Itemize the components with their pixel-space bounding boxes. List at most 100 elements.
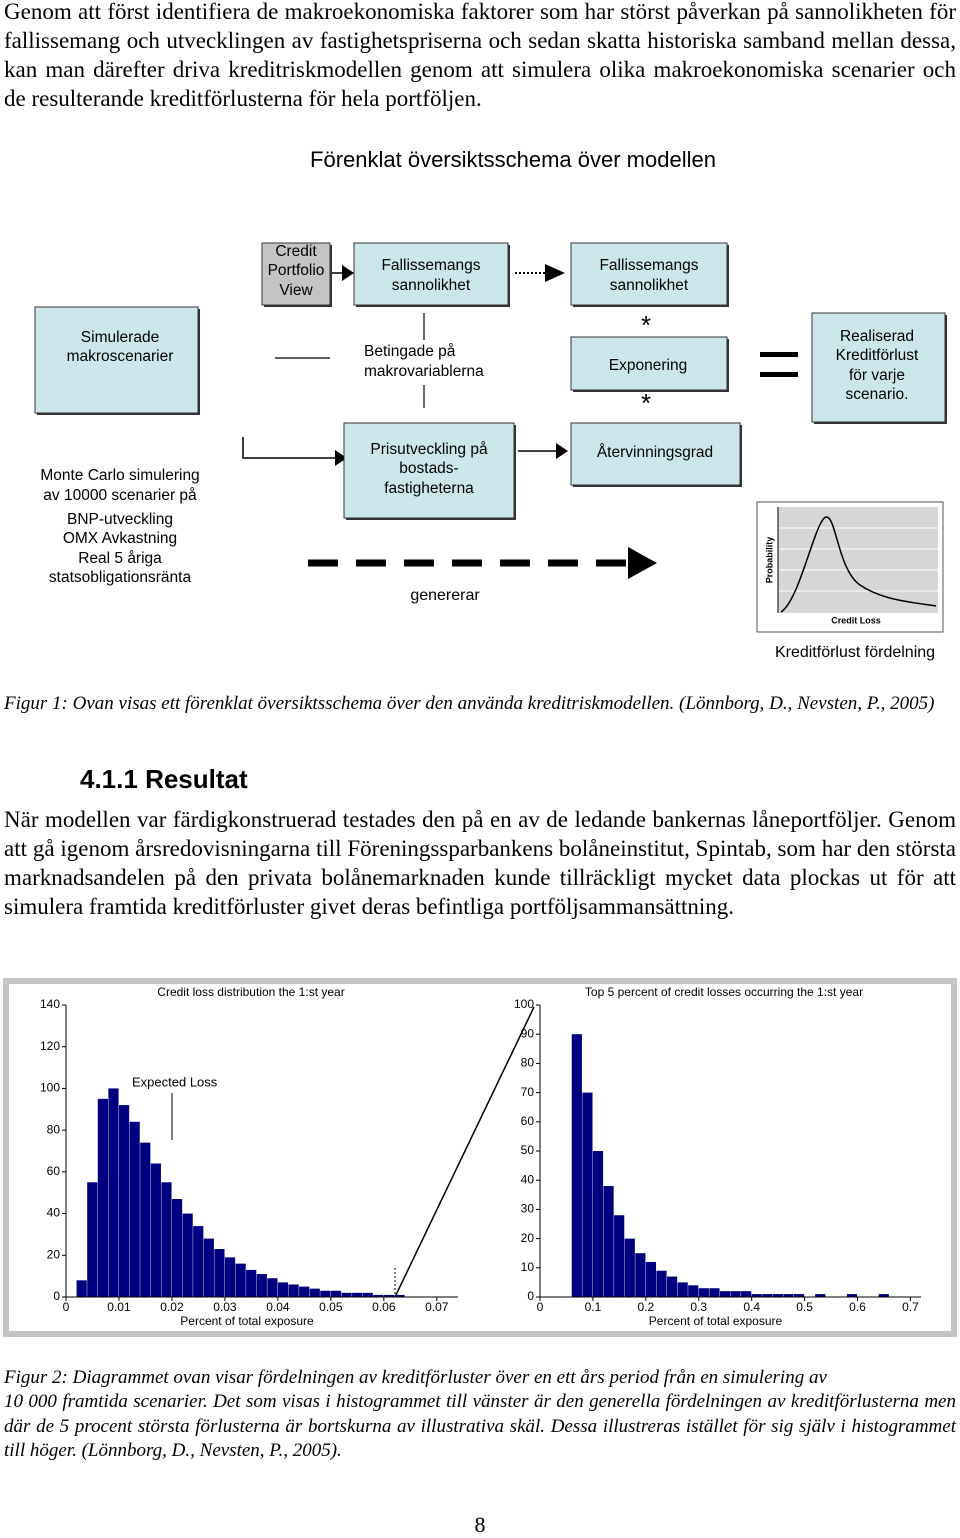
mini-grid [778,527,938,592]
mini-caption: Kreditförlust fördelning [775,644,935,661]
y-tick-label: 20 [47,1247,61,1261]
bar [203,1238,214,1297]
y-tick-label: 30 [521,1202,535,1216]
bar [150,1163,161,1297]
bar [667,1276,678,1297]
node-label: makrovariablerna [364,363,484,380]
node-box [343,422,515,519]
x-tick-label: 0.06 [372,1300,396,1314]
node-label: sannolikhet [392,277,471,294]
mini-plot [778,507,938,613]
y-tick-label: 60 [521,1114,535,1128]
equals [760,372,798,377]
bar [320,1290,331,1297]
x-tick-label: 0.7 [902,1300,919,1314]
bar [383,1294,395,1297]
y-tick-label: 40 [521,1172,535,1186]
node-label: av 10000 scenarier på [43,487,197,504]
bar [656,1270,667,1297]
node-label: Portfolio [268,262,325,279]
node-label: Exponering [609,357,687,374]
node-box [353,242,509,306]
x-tick-label: 0.02 [160,1300,184,1314]
diagram-title: Förenklat översiktsschema över modellen [310,147,716,172]
node-label: Simulerade [81,329,159,346]
arrow [242,437,335,459]
arrowhead [556,443,568,459]
bar [224,1257,236,1297]
bar [846,1294,858,1297]
bar [341,1292,352,1297]
x-tick-label: 0.04 [266,1300,290,1314]
y-tick-label: 90 [521,1026,535,1040]
figure-caption: Figur 2: Diagrammet ovan visar fördelnin… [4,1367,827,1388]
y-tick-label: 40 [47,1206,61,1220]
bar [762,1294,773,1297]
x-tick-label: 0.6 [849,1300,866,1314]
bar [624,1238,635,1297]
x-tick-label: 0 [63,1300,70,1314]
bar [330,1290,342,1297]
y-tick-label: 0 [527,1289,534,1303]
node-label: Real 5 åriga [78,550,162,567]
node-label: Betingade på [364,343,456,360]
section-heading: 4.1.1 Resultat [80,764,248,795]
bar [161,1182,172,1297]
equals [760,352,798,357]
bar [182,1213,193,1297]
node-label: statsobligationsränta [49,569,192,586]
node-label: Fallissemangs [599,257,698,274]
edge-label: genererar [410,587,480,604]
bar [815,1294,826,1297]
bar [645,1261,657,1297]
arrowhead [335,450,347,466]
y-tick-label: 60 [47,1164,61,1178]
mini-ylabel: Probability [764,537,774,584]
y-tick-label: 0 [53,1289,60,1303]
figure-caption: 10 000 framtida scenarier. Det som visas… [4,1391,956,1461]
x-tick-label: 0.07 [425,1300,449,1314]
paragraph: Genom att först identifiera de makroekon… [4,0,956,111]
operator: * [641,388,651,418]
bar [698,1288,709,1297]
section-number: 4.1.1 [80,764,138,794]
node-box [811,312,946,423]
bar [688,1285,699,1297]
node-label: scenario. [846,386,909,403]
x-tick-label: 0.5 [796,1300,813,1314]
x-tick-label: 0.4 [743,1300,760,1314]
node-label: bostads- [399,460,458,477]
bar [246,1269,257,1297]
bar [214,1249,225,1297]
chart-title: Top 5 percent of credit losses occurring… [585,985,863,999]
node-box [570,422,741,486]
bar [171,1198,183,1297]
node-label: sannolikhet [610,277,689,294]
x-tick-label: 0.2 [637,1300,654,1314]
x-tick-label: 0 [537,1300,544,1314]
bar [794,1294,805,1297]
bar [614,1215,625,1297]
x-tick-label: 0.1 [585,1300,602,1314]
node-label: Realiserad [840,328,914,345]
mini-curve [780,516,937,613]
mini-chart [756,501,944,633]
node-label: Fallissemangs [381,257,480,274]
bar [267,1278,278,1297]
bar [118,1105,130,1297]
connectors [242,264,798,579]
y-tick-label: 140 [40,997,60,1011]
bar [677,1282,688,1297]
node-label: fastigheterna [384,480,474,497]
page-number: 8 [474,1512,486,1537]
node-label: OMX Avkastning [63,530,177,547]
bar [709,1288,720,1297]
node-label: Prisutveckling på [370,441,488,458]
x-tick-label: 0.3 [690,1300,707,1314]
bar [76,1280,87,1297]
bar [235,1263,246,1297]
node-label: för varje [849,367,905,384]
arrowhead [628,547,657,579]
